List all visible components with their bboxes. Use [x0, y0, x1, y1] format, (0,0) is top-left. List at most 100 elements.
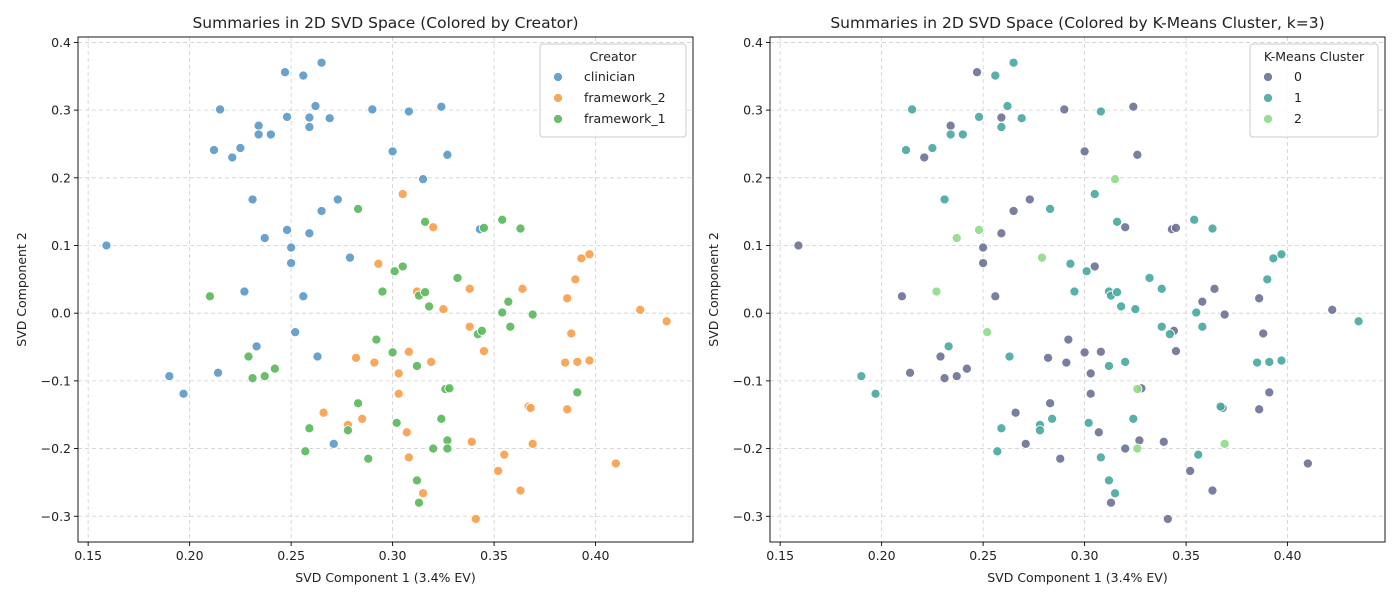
data-point: [1219, 309, 1230, 320]
data-point: [478, 346, 489, 357]
data-point: [907, 104, 918, 115]
data-point: [935, 351, 946, 362]
data-point: [1055, 453, 1066, 464]
data-point: [470, 513, 481, 525]
data-point: [971, 67, 983, 78]
data-point: [282, 111, 293, 122]
data-point: [424, 301, 435, 312]
data-point: [428, 443, 439, 454]
data-point: [505, 321, 516, 332]
data-point: [1120, 222, 1131, 233]
data-point: [919, 152, 930, 163]
data-point: [243, 351, 254, 362]
data-point: [204, 291, 215, 302]
data-point: [635, 304, 646, 315]
data-point: [1164, 329, 1175, 340]
data-point: [951, 233, 962, 244]
plot-frame: [769, 36, 1386, 543]
data-point: [1191, 307, 1202, 318]
data-point: [931, 286, 942, 297]
data-point: [357, 413, 368, 424]
y-tick-label: 0.2: [51, 170, 71, 185]
data-point: [290, 327, 301, 338]
series-1: [856, 57, 1364, 499]
data-point: [332, 194, 343, 205]
data-point: [978, 258, 989, 269]
data-point: [411, 475, 423, 486]
data-point: [389, 266, 400, 277]
data-point: [1276, 249, 1287, 260]
data-point: [387, 146, 398, 157]
data-point: [1128, 101, 1139, 112]
data-point: [403, 106, 414, 117]
legend: Creator clinician framework_2 framework_1: [539, 43, 687, 138]
data-point: [974, 111, 985, 122]
data-point: [856, 371, 867, 382]
data-point: [259, 371, 270, 382]
data-point: [391, 417, 402, 428]
data-point: [413, 497, 425, 508]
x-axis-label: SVD Component 1 (3.4% EV): [295, 570, 476, 585]
legend-entry-label: 0: [1294, 69, 1302, 84]
data-point: [1132, 149, 1143, 160]
y-tick-label: 0.0: [743, 306, 763, 321]
data-point: [363, 453, 374, 464]
data-point: [1045, 203, 1056, 214]
data-point: [945, 129, 956, 140]
x-tick-label: 0.35: [1172, 548, 1200, 563]
data-point: [259, 233, 270, 244]
data-point: [939, 373, 950, 384]
data-point: [896, 291, 907, 302]
data-point: [304, 423, 315, 434]
data-point: [1207, 223, 1218, 234]
data-point: [943, 341, 954, 352]
data-point: [442, 443, 453, 454]
legend-marker: [1262, 71, 1274, 83]
data-point: [393, 388, 404, 399]
data-point: [1120, 356, 1131, 367]
y-tick-label: −0.3: [41, 509, 71, 524]
data-point: [570, 274, 581, 285]
y-axis-label: SVD Component 2: [14, 232, 29, 347]
x-tick-label: 0.20: [868, 548, 896, 563]
data-point: [411, 360, 423, 372]
data-point: [1103, 475, 1115, 486]
data-point: [464, 321, 475, 332]
data-point: [298, 291, 309, 302]
data-point: [304, 112, 315, 123]
data-point: [515, 485, 526, 496]
y-tick-label: 0.1: [743, 238, 763, 253]
data-point: [1081, 266, 1092, 277]
data-point: [982, 327, 993, 338]
data-point: [1116, 301, 1127, 312]
legend-marker: [552, 92, 564, 104]
data-point: [253, 129, 264, 140]
data-point: [1132, 443, 1143, 454]
data-point: [444, 383, 455, 394]
x-tick-label: 0.35: [480, 548, 508, 563]
data-point: [1034, 425, 1046, 436]
data-point: [562, 404, 573, 415]
data-point: [517, 283, 528, 294]
data-point: [1268, 253, 1279, 264]
data-point: [316, 205, 327, 217]
data-point: [310, 100, 321, 112]
data-point: [251, 341, 262, 352]
data-point: [1162, 513, 1173, 525]
y-tick-label: 0.4: [743, 35, 763, 50]
data-point: [1112, 216, 1123, 227]
data-point: [793, 240, 804, 251]
data-point: [900, 144, 912, 156]
legend-entry-label: 2: [1294, 111, 1302, 126]
data-point: [1327, 304, 1338, 315]
data-point: [316, 57, 327, 68]
data-point: [1004, 351, 1015, 362]
data-point: [353, 398, 364, 409]
data-point: [1170, 222, 1181, 233]
series-framework_1: [204, 203, 583, 508]
data-point: [499, 449, 510, 460]
legend-entry-label: framework_2: [584, 90, 666, 105]
data-point: [1132, 383, 1143, 395]
data-point: [1083, 417, 1094, 428]
